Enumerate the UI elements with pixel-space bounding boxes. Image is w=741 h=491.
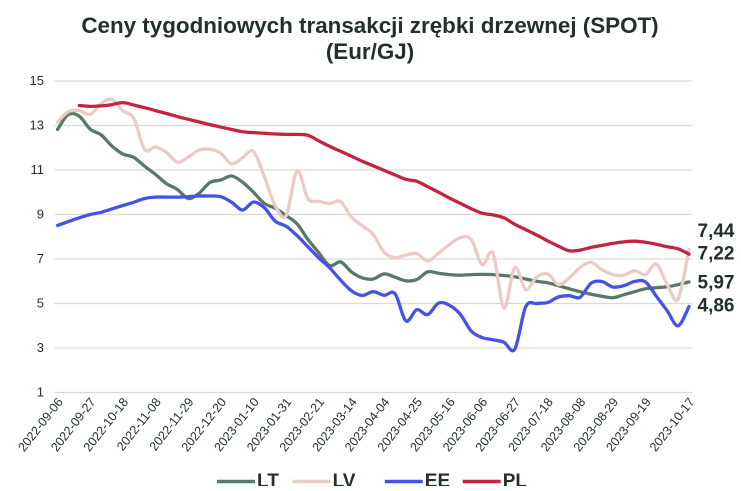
svg-text:11: 11	[31, 162, 45, 177]
svg-text:EE: EE	[425, 471, 450, 486]
svg-text:LV: LV	[333, 471, 356, 486]
svg-text:3: 3	[37, 340, 44, 355]
svg-text:15: 15	[30, 73, 44, 88]
svg-text:Ceny tygodniowych transakcji z: Ceny tygodniowych transakcji zrębki drze…	[81, 13, 658, 38]
svg-text:7,22: 7,22	[698, 244, 735, 265]
svg-text:(Eur/GJ): (Eur/GJ)	[326, 39, 414, 64]
svg-text:PL: PL	[503, 471, 528, 486]
svg-text:7,44: 7,44	[698, 221, 735, 242]
svg-text:LT: LT	[257, 471, 279, 486]
svg-text:5: 5	[37, 296, 44, 311]
svg-text:7: 7	[37, 251, 44, 266]
svg-text:1: 1	[37, 385, 44, 400]
svg-text:5,97: 5,97	[698, 273, 735, 294]
svg-text:4,86: 4,86	[698, 296, 735, 317]
svg-text:13: 13	[30, 118, 44, 133]
svg-text:9: 9	[37, 207, 44, 222]
